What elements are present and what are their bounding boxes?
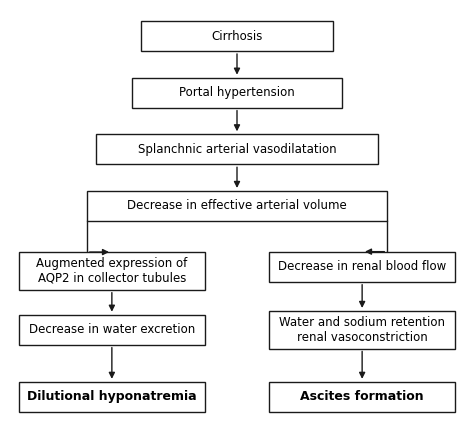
FancyBboxPatch shape [18, 382, 205, 412]
FancyBboxPatch shape [18, 315, 205, 345]
FancyBboxPatch shape [87, 191, 387, 221]
FancyBboxPatch shape [141, 21, 333, 51]
Text: Augmented expression of
AQP2 in collector tubules: Augmented expression of AQP2 in collecto… [36, 257, 188, 285]
Text: Cirrhosis: Cirrhosis [211, 30, 263, 42]
Text: Ascites formation: Ascites formation [301, 390, 424, 403]
FancyBboxPatch shape [269, 382, 456, 412]
FancyBboxPatch shape [132, 77, 342, 108]
FancyBboxPatch shape [269, 252, 456, 282]
Text: Water and sodium retention
renal vasoconstriction: Water and sodium retention renal vasocon… [279, 316, 445, 343]
Text: Decrease in effective arterial volume: Decrease in effective arterial volume [127, 199, 347, 212]
FancyBboxPatch shape [269, 311, 456, 349]
FancyBboxPatch shape [96, 134, 378, 164]
Text: Decrease in water excretion: Decrease in water excretion [29, 323, 195, 336]
Text: Portal hypertension: Portal hypertension [179, 86, 295, 99]
Text: Splanchnic arterial vasodilatation: Splanchnic arterial vasodilatation [137, 143, 337, 156]
Text: Decrease in renal blood flow: Decrease in renal blood flow [278, 260, 446, 273]
FancyBboxPatch shape [18, 252, 205, 290]
Text: Dilutional hyponatremia: Dilutional hyponatremia [27, 390, 197, 403]
